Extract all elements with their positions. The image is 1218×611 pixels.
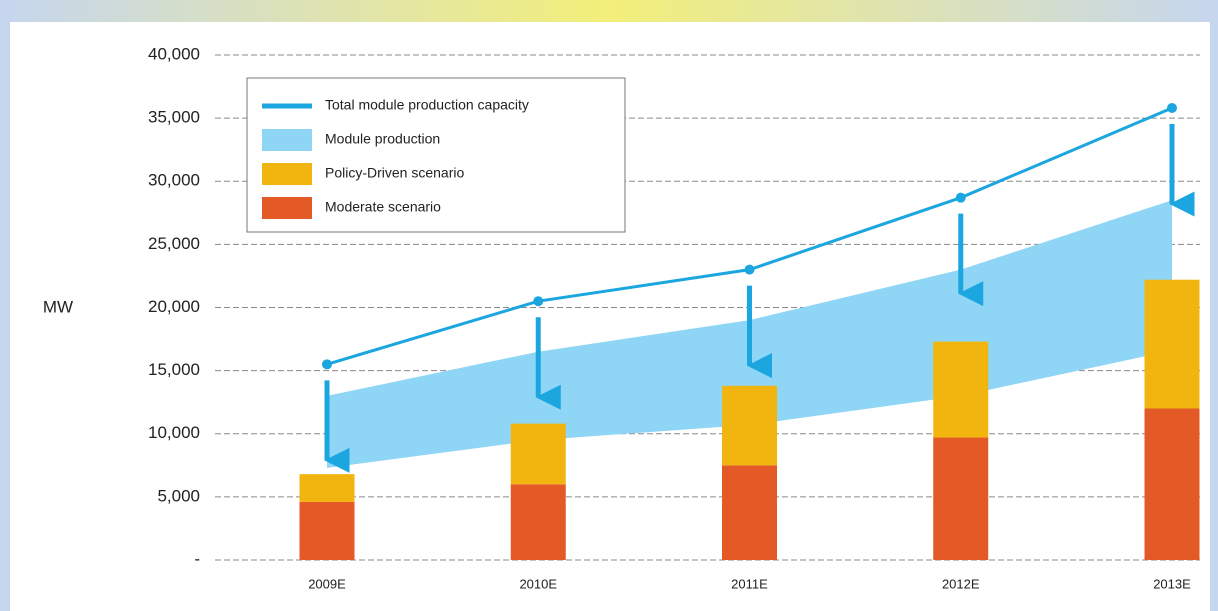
y-tick-label: 20,000 [148,297,200,316]
y-tick-label: 5,000 [157,486,200,505]
x-tick-label: 2012E [942,576,980,591]
y-tick-label: 25,000 [148,234,200,253]
bar [299,501,355,560]
top-band [0,0,1218,22]
y-axis-label: MW [43,297,73,316]
point [322,359,332,370]
legend-label: Policy-Driven scenario [325,165,464,181]
bar [1144,408,1200,560]
bar [933,437,989,560]
y-tick-label: 35,000 [148,108,200,127]
x-tick-label: 2013E [1153,576,1191,591]
bar [933,341,989,438]
legend-label: Total module production capacity [325,97,529,113]
y-tick-label: 40,000 [148,44,200,63]
point [955,192,966,203]
point [744,264,755,275]
y-tick-label: 10,000 [148,423,200,442]
bar [299,474,355,502]
y-tick-label: - [194,549,200,568]
y-tick-label: 15,000 [148,360,200,379]
legend-swatch [262,129,312,151]
x-tick-label: 2009E [308,576,346,591]
bar [510,423,566,485]
legend-label: Module production [325,131,440,147]
point [533,296,544,307]
legend-swatch [262,197,312,219]
bar [1144,279,1200,409]
legend-swatch [262,163,312,185]
bar [722,465,777,560]
bar [722,385,777,466]
x-tick-label: 2011E [731,576,768,591]
point [1167,103,1177,114]
x-tick-label: 2010E [519,576,557,591]
legend-label: Moderate scenario [325,199,441,215]
bar [510,484,566,560]
y-tick-label: 30,000 [148,171,200,190]
